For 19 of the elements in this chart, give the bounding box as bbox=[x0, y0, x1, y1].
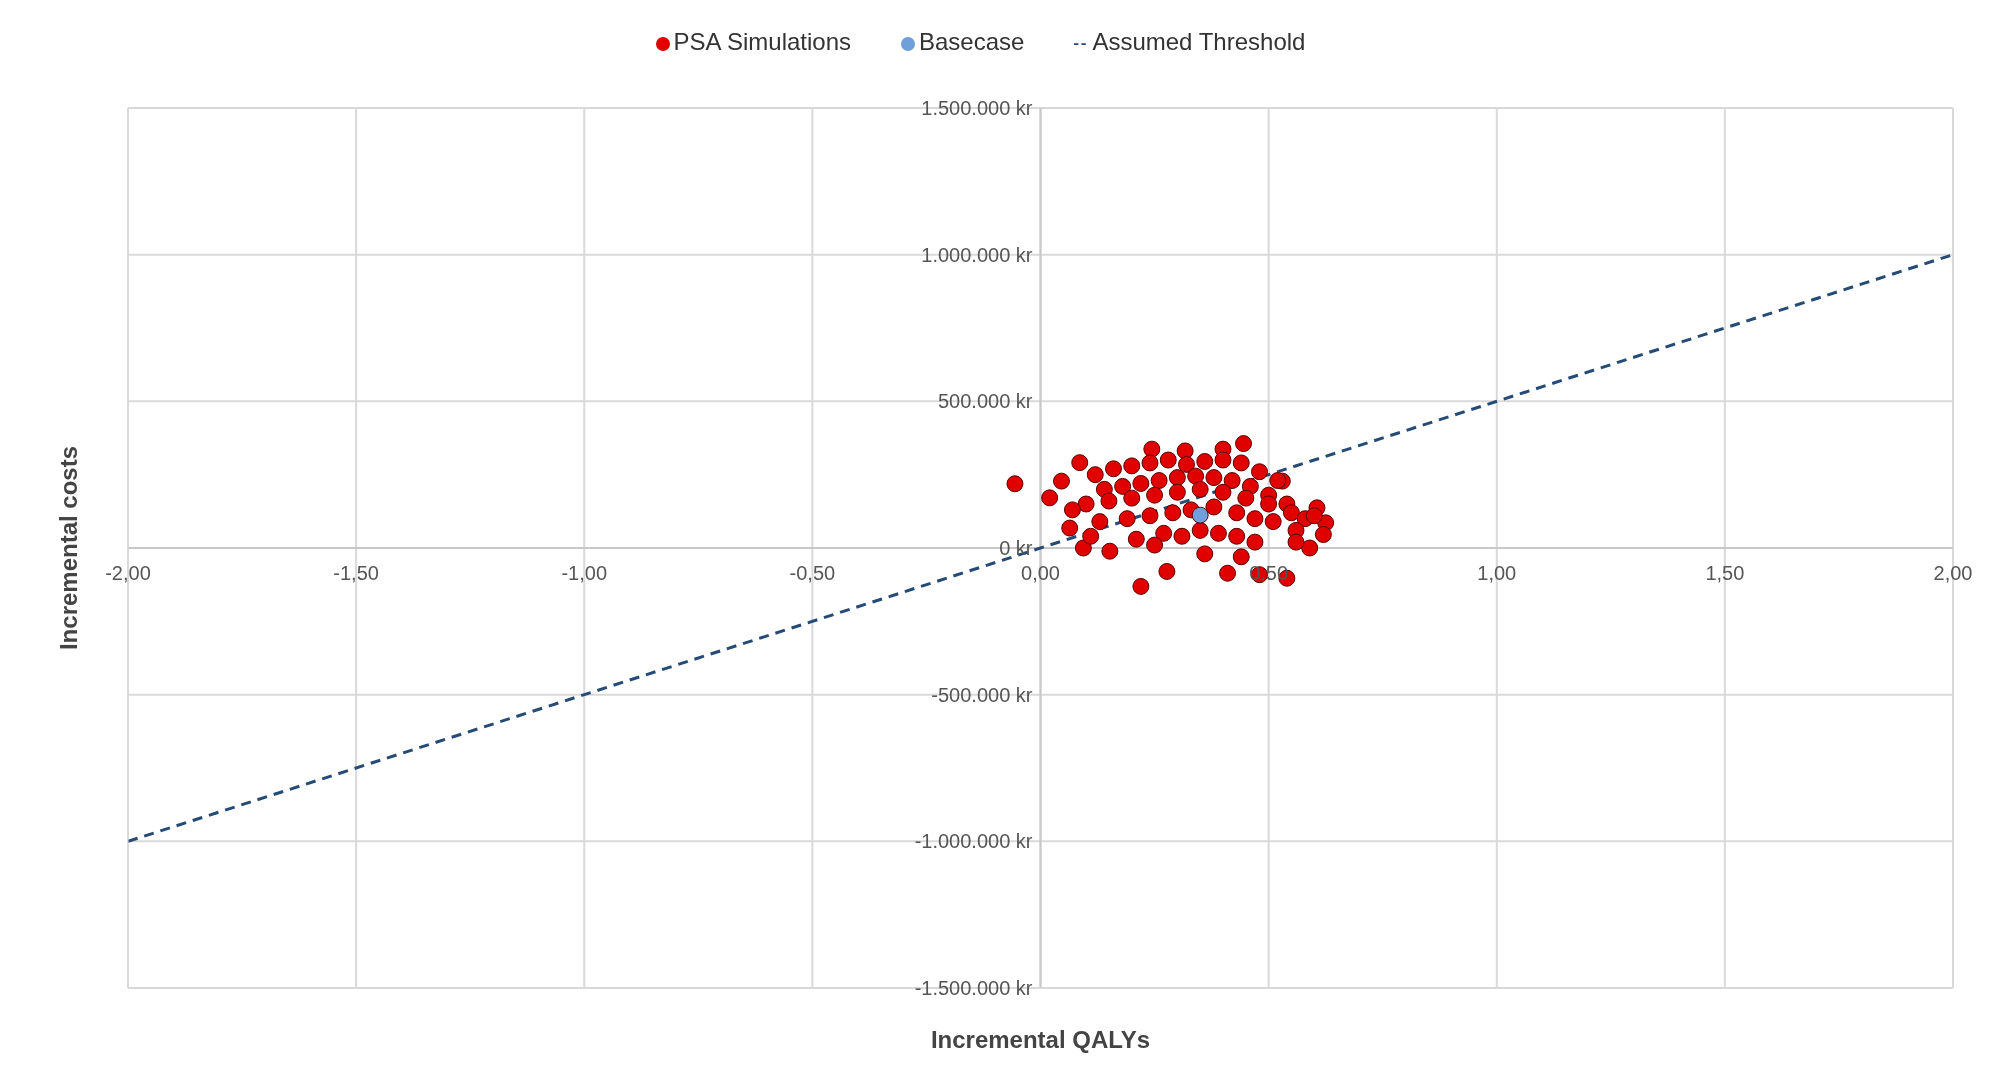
y-tick-label: -500.000 kr bbox=[931, 683, 1033, 706]
y-tick-label: -1.500.000 kr bbox=[914, 977, 1033, 999]
x-tick-label: -1,00 bbox=[561, 562, 608, 584]
x-tick-label: 0,00 bbox=[1021, 562, 1060, 584]
x-tick-label: 2,00 bbox=[1933, 562, 1973, 584]
x-tick-label: -0,50 bbox=[789, 562, 836, 584]
y-tick-label: 1.500.000 kr bbox=[921, 97, 1033, 119]
y-tick-label: -1.000.000 kr bbox=[914, 830, 1033, 853]
legend-label: Assumed Threshold bbox=[1092, 28, 1306, 55]
y-tick-label: 500.000 kr bbox=[937, 390, 1033, 413]
y-axis-title: Incremental costs bbox=[54, 445, 82, 651]
y-tick-label: 1.000.000 kr bbox=[921, 243, 1033, 266]
x-tick-label: -1,50 bbox=[333, 562, 379, 584]
x-tick-label: -2,00 bbox=[105, 562, 151, 584]
x-axis-title: Incremental QALYs bbox=[930, 1026, 1151, 1053]
x-tick-label: 1,50 bbox=[1705, 562, 1745, 584]
x-tick-label: 1,00 bbox=[1477, 562, 1517, 584]
legend-label: Basecase bbox=[919, 28, 1025, 55]
legend-label: PSA Simulations bbox=[673, 28, 851, 55]
